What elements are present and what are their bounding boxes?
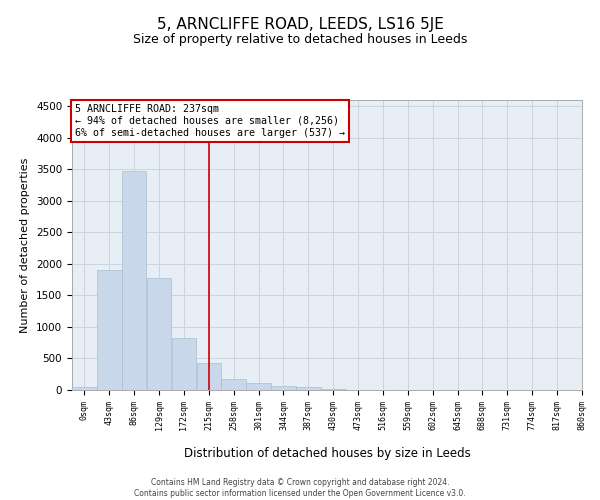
Bar [246,384,271,390]
Bar [72,387,97,390]
Text: 5 ARNCLIFFE ROAD: 237sqm
← 94% of detached houses are smaller (8,256)
6% of semi: 5 ARNCLIFFE ROAD: 237sqm ← 94% of detach… [74,104,344,138]
Y-axis label: Number of detached properties: Number of detached properties [20,158,31,332]
Bar [97,270,122,390]
Bar [147,278,172,390]
Bar [271,386,296,390]
Bar [221,379,246,390]
Text: Contains HM Land Registry data © Crown copyright and database right 2024.
Contai: Contains HM Land Registry data © Crown c… [134,478,466,498]
Text: 5, ARNCLIFFE ROAD, LEEDS, LS16 5JE: 5, ARNCLIFFE ROAD, LEEDS, LS16 5JE [157,18,443,32]
Bar [197,363,221,390]
Bar [296,388,320,390]
Text: Size of property relative to detached houses in Leeds: Size of property relative to detached ho… [133,32,467,46]
Bar [122,170,146,390]
Text: Distribution of detached houses by size in Leeds: Distribution of detached houses by size … [184,448,470,460]
Bar [172,338,196,390]
